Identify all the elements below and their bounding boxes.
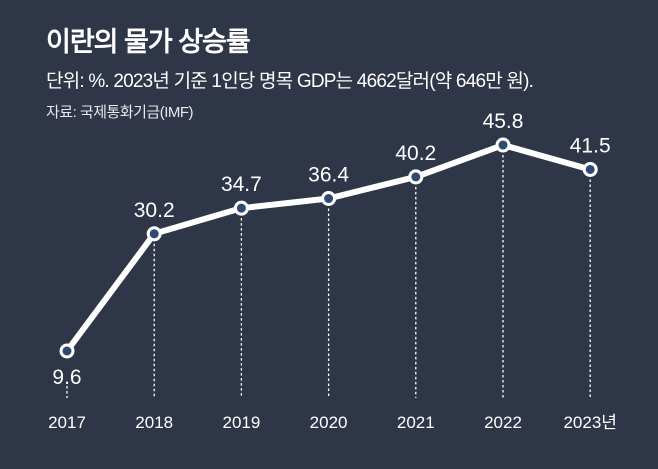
x-tick-label: 2019 <box>222 413 260 432</box>
chart-subtitle: 단위: %. 2023년 기준 1인당 명목 GDP는 4662달러(약 646… <box>46 71 534 92</box>
chart-title: 이란의 물가 상승률 <box>46 27 251 57</box>
data-label: 30.2 <box>134 199 175 222</box>
chart-source: 자료: 국제통화기금(IMF) <box>46 104 194 121</box>
x-tick-label: 2020 <box>310 413 348 432</box>
data-label: 41.5 <box>570 134 611 157</box>
data-point <box>321 191 337 207</box>
data-label: 36.4 <box>308 164 349 187</box>
data-point <box>582 161 598 177</box>
data-label: 34.7 <box>221 173 262 196</box>
x-tick-label: 2017 <box>48 413 86 432</box>
data-label: 40.2 <box>395 142 436 165</box>
x-tick-label: 2021 <box>397 413 435 432</box>
data-label: 45.8 <box>483 110 524 133</box>
data-label: 9.6 <box>52 366 81 389</box>
data-point <box>59 343 75 359</box>
x-tick-label: 2022 <box>484 413 522 432</box>
data-point <box>408 169 424 185</box>
data-point <box>146 226 162 242</box>
data-point <box>233 200 249 216</box>
x-tick-label: 2023년 <box>563 413 616 432</box>
data-point <box>495 137 511 153</box>
x-tick-label: 2018 <box>135 413 173 432</box>
